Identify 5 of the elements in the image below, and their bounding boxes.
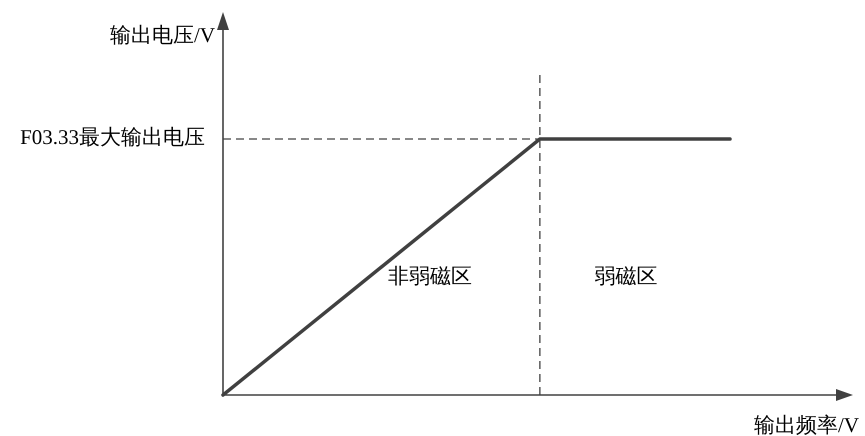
y-axis-title: 输出电压/V	[110, 23, 215, 47]
annotation: 弱磁区	[594, 264, 658, 288]
annotation: 非弱磁区	[388, 264, 472, 288]
ref-line-label: F03.33最大输出电压	[20, 124, 205, 149]
x-axis-title: 输出频率/V	[754, 413, 859, 436]
